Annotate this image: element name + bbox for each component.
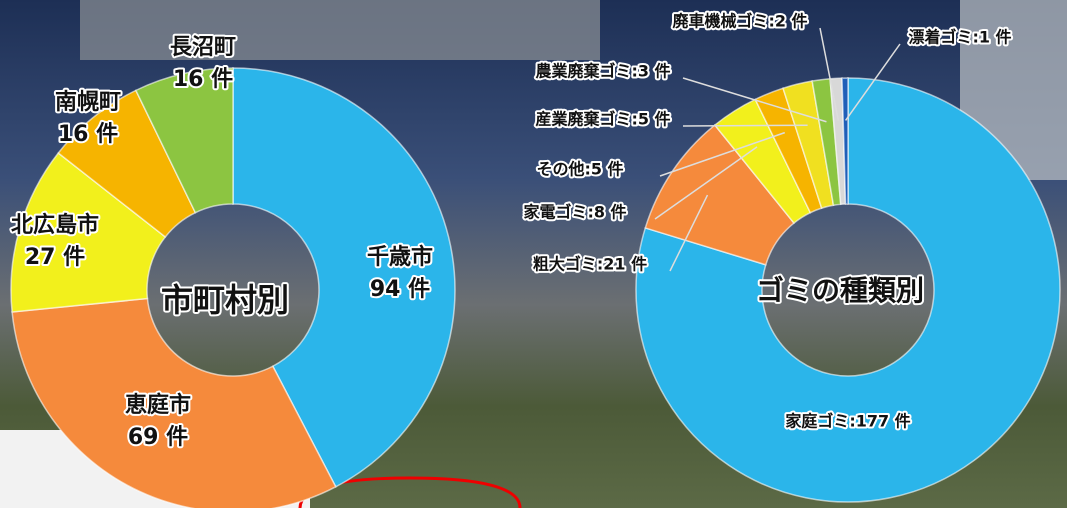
slice — [841, 77, 849, 205]
category-label: 北広島市 — [11, 212, 99, 238]
value-label: 16 件 — [58, 122, 118, 147]
leader-line — [682, 77, 827, 123]
value-label: 廃車機械ゴミ:2 件 — [672, 12, 807, 31]
value-label: 16 件 — [173, 67, 233, 92]
slice — [11, 297, 337, 508]
value-label: その他:5 件 — [536, 160, 623, 179]
value-label: 粗大ゴミ:21 件 — [533, 255, 647, 274]
leader-line — [659, 131, 786, 177]
leader-line — [682, 124, 808, 127]
center-title: ゴミの種類別 — [756, 274, 924, 307]
value-label: 94 件 — [370, 277, 430, 302]
slice — [232, 67, 456, 488]
value-label: 農業廃棄ゴミ:3 件 — [535, 62, 670, 81]
leader-line — [654, 146, 758, 220]
leader-line — [819, 27, 840, 121]
slice — [134, 67, 234, 214]
category-label: 千歳市 — [367, 244, 433, 270]
value-label: 産業廃棄ゴミ:5 件 — [535, 110, 670, 129]
leader-line — [844, 43, 901, 121]
slice — [635, 77, 1061, 503]
category-label: 長沼町 — [170, 35, 236, 60]
value-label: 家電ゴミ:8 件 — [523, 203, 626, 222]
category-label: 南幌町 — [55, 90, 121, 115]
value-label: 漂着ゴミ:1 件 — [908, 28, 1011, 47]
value-label: 27 件 — [25, 245, 85, 270]
value-label: 家庭ゴミ:177 件 — [785, 412, 910, 431]
slice — [10, 151, 167, 313]
value-label: 69 件 — [128, 425, 188, 450]
leader-line — [669, 194, 709, 272]
center-title: 市町村別 — [161, 281, 289, 319]
category-label: 恵庭市 — [125, 392, 191, 418]
building — [80, 0, 600, 60]
